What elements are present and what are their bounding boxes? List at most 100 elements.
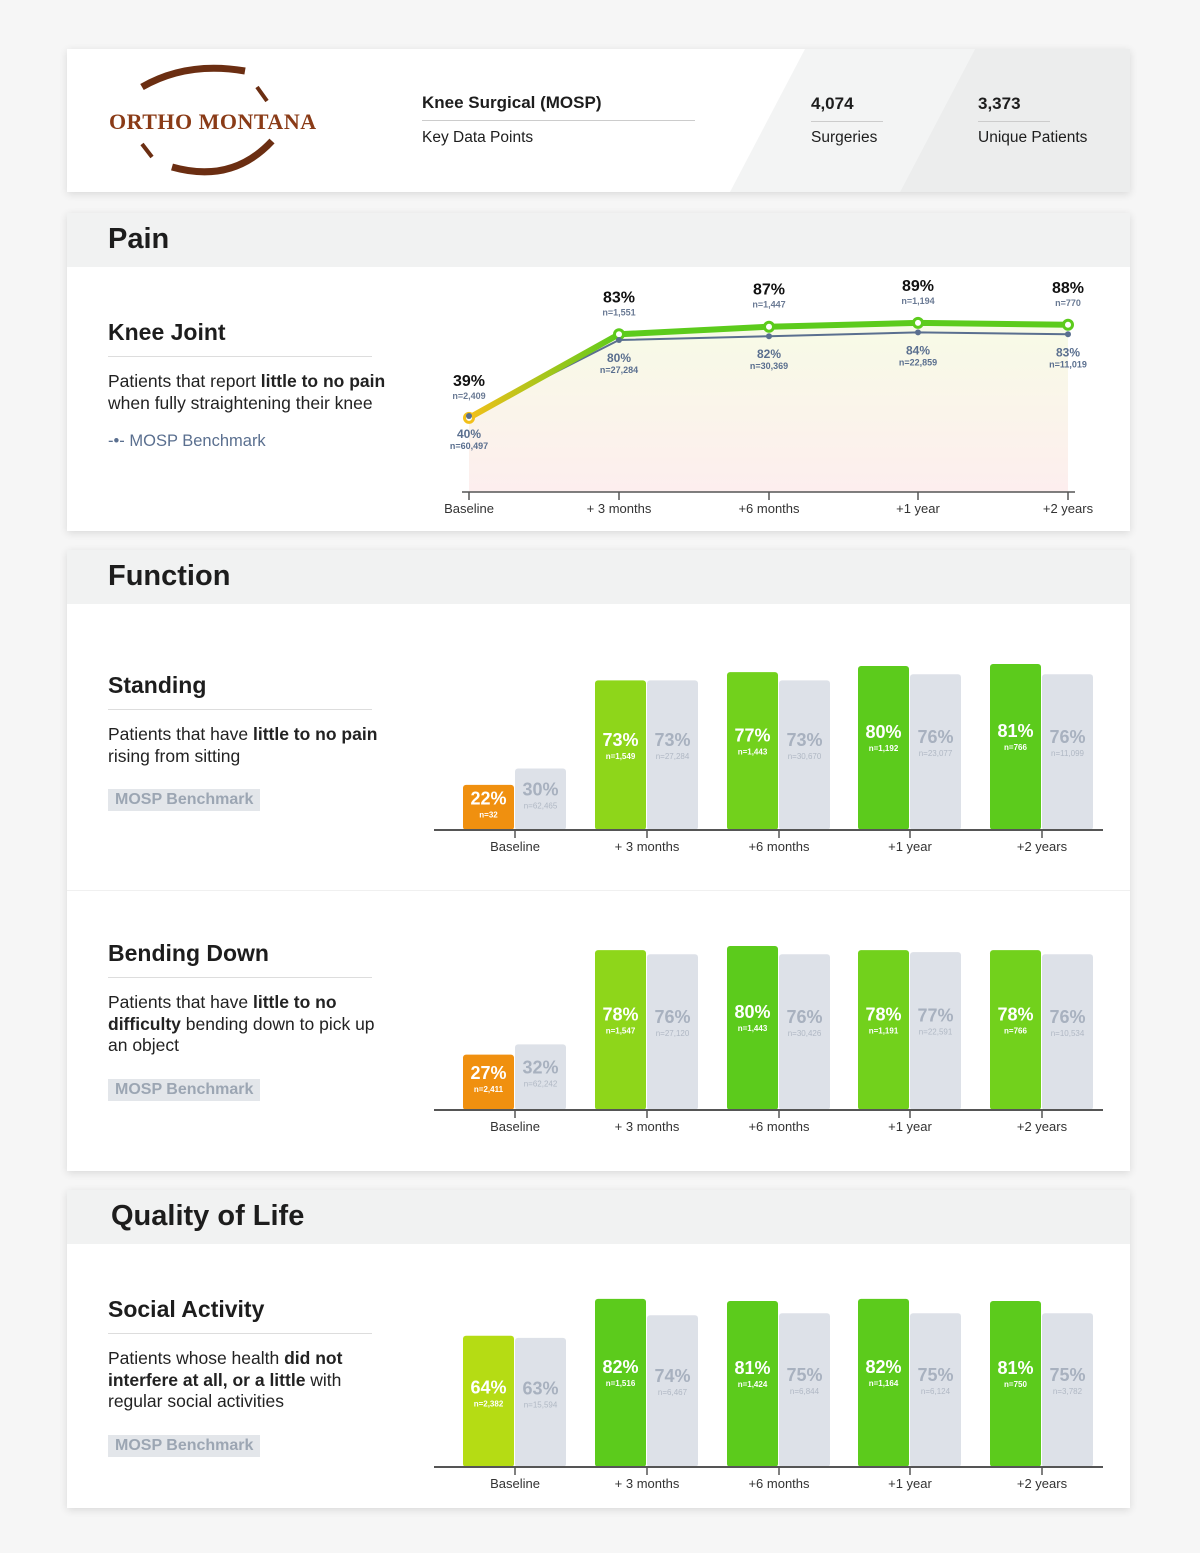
logo-arc (140, 85, 269, 159)
n-label: n=766 (1004, 1026, 1027, 1035)
value-label: 32% (522, 1057, 558, 1077)
value-label: 30% (522, 780, 558, 800)
x-tick-label: + 3 months (615, 839, 680, 854)
x-tick-label: +1 year (888, 839, 932, 854)
n-label: n=6,124 (921, 1387, 951, 1396)
legend-badge: MOSP Benchmark (108, 789, 261, 811)
bar (1042, 1313, 1093, 1467)
point (912, 316, 924, 329)
value-label: 82% (865, 1357, 901, 1377)
point (1065, 331, 1071, 338)
description-part: did not interfere at all, or a little (108, 1348, 343, 1390)
bar (463, 1054, 514, 1110)
subtitle: Key Data Points (422, 129, 534, 146)
n-label: n=10,534 (1051, 1029, 1085, 1038)
value-label: 89% (902, 278, 934, 295)
text-block: Standing Patients that have little to no … (108, 672, 398, 811)
n-label: n=32 (479, 811, 498, 820)
x-tick-label: +2 years (1043, 501, 1094, 516)
n-label: n=766 (1004, 743, 1027, 752)
legend-label: MOSP Benchmark (129, 432, 266, 450)
bar (779, 1313, 830, 1467)
x-tick-label: +6 months (748, 839, 810, 854)
x-tick-label: +6 months (748, 1476, 810, 1491)
stat-label: Unique Patients (978, 129, 1088, 146)
bar (727, 672, 778, 830)
n-label: n=30,426 (788, 1029, 822, 1038)
value-label: 76% (786, 1007, 822, 1027)
n-label: n=770 (1055, 298, 1081, 308)
x-tick-label: +1 year (888, 1476, 932, 1491)
legend-marker: -•- (108, 432, 130, 450)
n-label: n=1,191 (869, 1026, 899, 1035)
stat-label: Surgeries (811, 129, 878, 146)
value-label: 64% (470, 1378, 506, 1398)
description-part: Patients that have (108, 992, 253, 1012)
value-label: 76% (1049, 1007, 1085, 1027)
description: Patients that have little to no pain ris… (108, 724, 398, 767)
bar (990, 950, 1041, 1110)
n-label: n=1,443 (738, 748, 768, 757)
n-label: n=60,497 (450, 441, 488, 451)
n-label: n=1,516 (606, 1379, 636, 1388)
description-part: with regular social activities (108, 1369, 342, 1412)
stat-value: 4,074 (811, 94, 883, 122)
title: Knee Surgical (MOSP) (422, 93, 695, 121)
value-label: 75% (786, 1365, 822, 1385)
bar (1042, 674, 1093, 830)
section-band: Quality of Life (67, 1190, 1130, 1244)
logo-arc (171, 138, 275, 176)
point (616, 337, 622, 343)
value-label: 73% (602, 730, 638, 750)
n-label: n=6,844 (790, 1387, 820, 1396)
n-label: n=1,443 (738, 1024, 768, 1033)
value-label: 76% (654, 1007, 690, 1027)
value-label: 73% (786, 730, 822, 750)
bar (1042, 954, 1093, 1110)
section-title: Pain (108, 223, 170, 255)
value-label: 40% (457, 427, 481, 441)
x-tick-label: +6 months (738, 501, 800, 516)
value-label: 77% (734, 726, 770, 746)
description-part: bending down to pick up an object (108, 1013, 375, 1056)
legend: -•- MOSP Benchmark (108, 432, 398, 451)
divider (67, 890, 1130, 891)
value-label: 81% (997, 721, 1033, 741)
value-label: 76% (1049, 727, 1085, 747)
value-label: 22% (470, 789, 506, 809)
value-label: 77% (917, 1006, 953, 1026)
n-label: n=23,077 (919, 749, 953, 758)
value-label: 81% (997, 1358, 1033, 1378)
x-tick-label: +2 years (1017, 839, 1068, 854)
n-label: n=1,551 (602, 307, 635, 317)
value-label: 80% (607, 351, 631, 365)
x-tick-label: Baseline (490, 1119, 540, 1134)
value-label: 82% (602, 1357, 638, 1377)
text-block: Bending Down Patients that have little to… (108, 940, 398, 1101)
text-block: Knee Joint Patients that report little to… (108, 319, 398, 451)
value-label: 78% (865, 1004, 901, 1024)
point (466, 413, 472, 419)
bar (647, 1315, 698, 1467)
value-label: 83% (603, 289, 635, 306)
bar (463, 1335, 514, 1467)
description-part: when fully straightening their knee (108, 392, 373, 413)
point (763, 320, 775, 333)
point (1062, 318, 1074, 331)
x-tick-label: +1 year (888, 1119, 932, 1134)
value-label: 88% (1052, 280, 1084, 297)
chart-title: Bending Down (108, 940, 372, 978)
stat-value: 3,373 (978, 94, 1050, 122)
section-band: Function (67, 550, 1130, 604)
bar (779, 680, 830, 830)
bar (910, 1313, 961, 1467)
description-part: little to no pain (252, 724, 378, 744)
x-tick-label: Baseline (444, 501, 494, 516)
value-label: 39% (453, 373, 485, 390)
n-label: n=1,194 (901, 296, 934, 306)
value-label: 81% (734, 1358, 770, 1378)
value-label: 80% (734, 1002, 770, 1022)
n-label: n=27,284 (600, 365, 638, 375)
